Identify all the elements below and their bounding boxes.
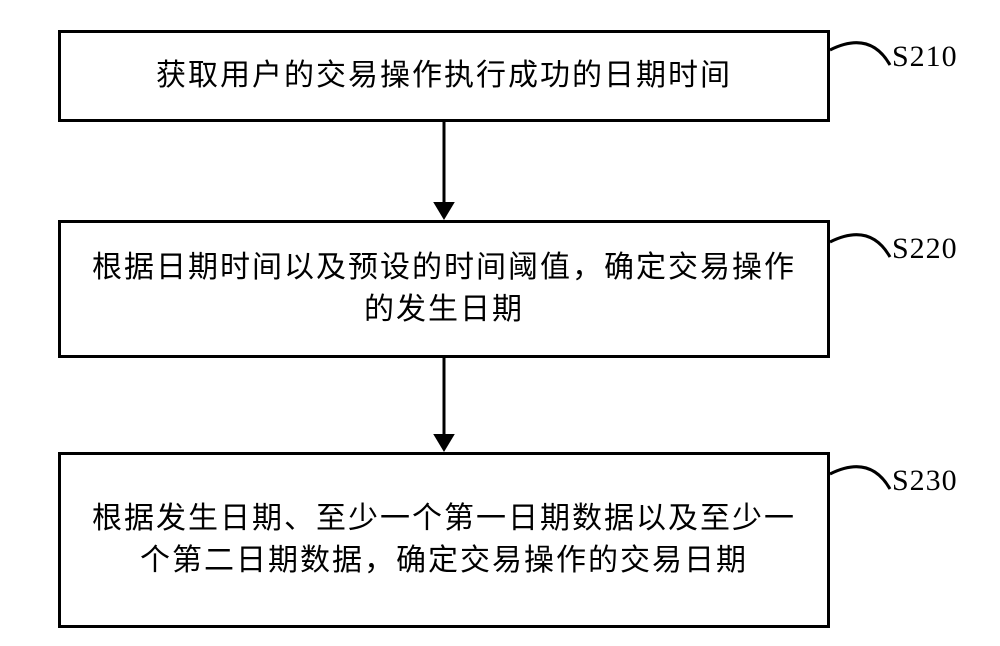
step-label-2: S220: [892, 232, 958, 266]
callout-curve: [826, 26, 894, 69]
step-label-1: S210: [892, 40, 958, 74]
callout-curve: [826, 450, 894, 493]
step-label-3: S230: [892, 464, 958, 498]
flowchart-canvas: 获取用户的交易操作执行成功的日期时间 S210 根据日期时间以及预设的时间阈值，确定…: [0, 0, 1000, 646]
arrow-2: [424, 358, 464, 452]
flow-step-text: 根据发生日期、至少一个第一日期数据以及至少一个第二日期数据，确定交易操作的交易日…: [81, 498, 807, 582]
flow-step-2: 根据日期时间以及预设的时间阈值，确定交易操作的发生日期: [58, 220, 830, 358]
callout-curve: [826, 218, 894, 261]
flow-step-text: 根据日期时间以及预设的时间阈值，确定交易操作的发生日期: [81, 247, 807, 331]
flow-step-text: 获取用户的交易操作执行成功的日期时间: [81, 55, 807, 97]
arrow-1: [424, 122, 464, 220]
flow-step-3: 根据发生日期、至少一个第一日期数据以及至少一个第二日期数据，确定交易操作的交易日…: [58, 452, 830, 628]
flow-step-1: 获取用户的交易操作执行成功的日期时间: [58, 30, 830, 122]
